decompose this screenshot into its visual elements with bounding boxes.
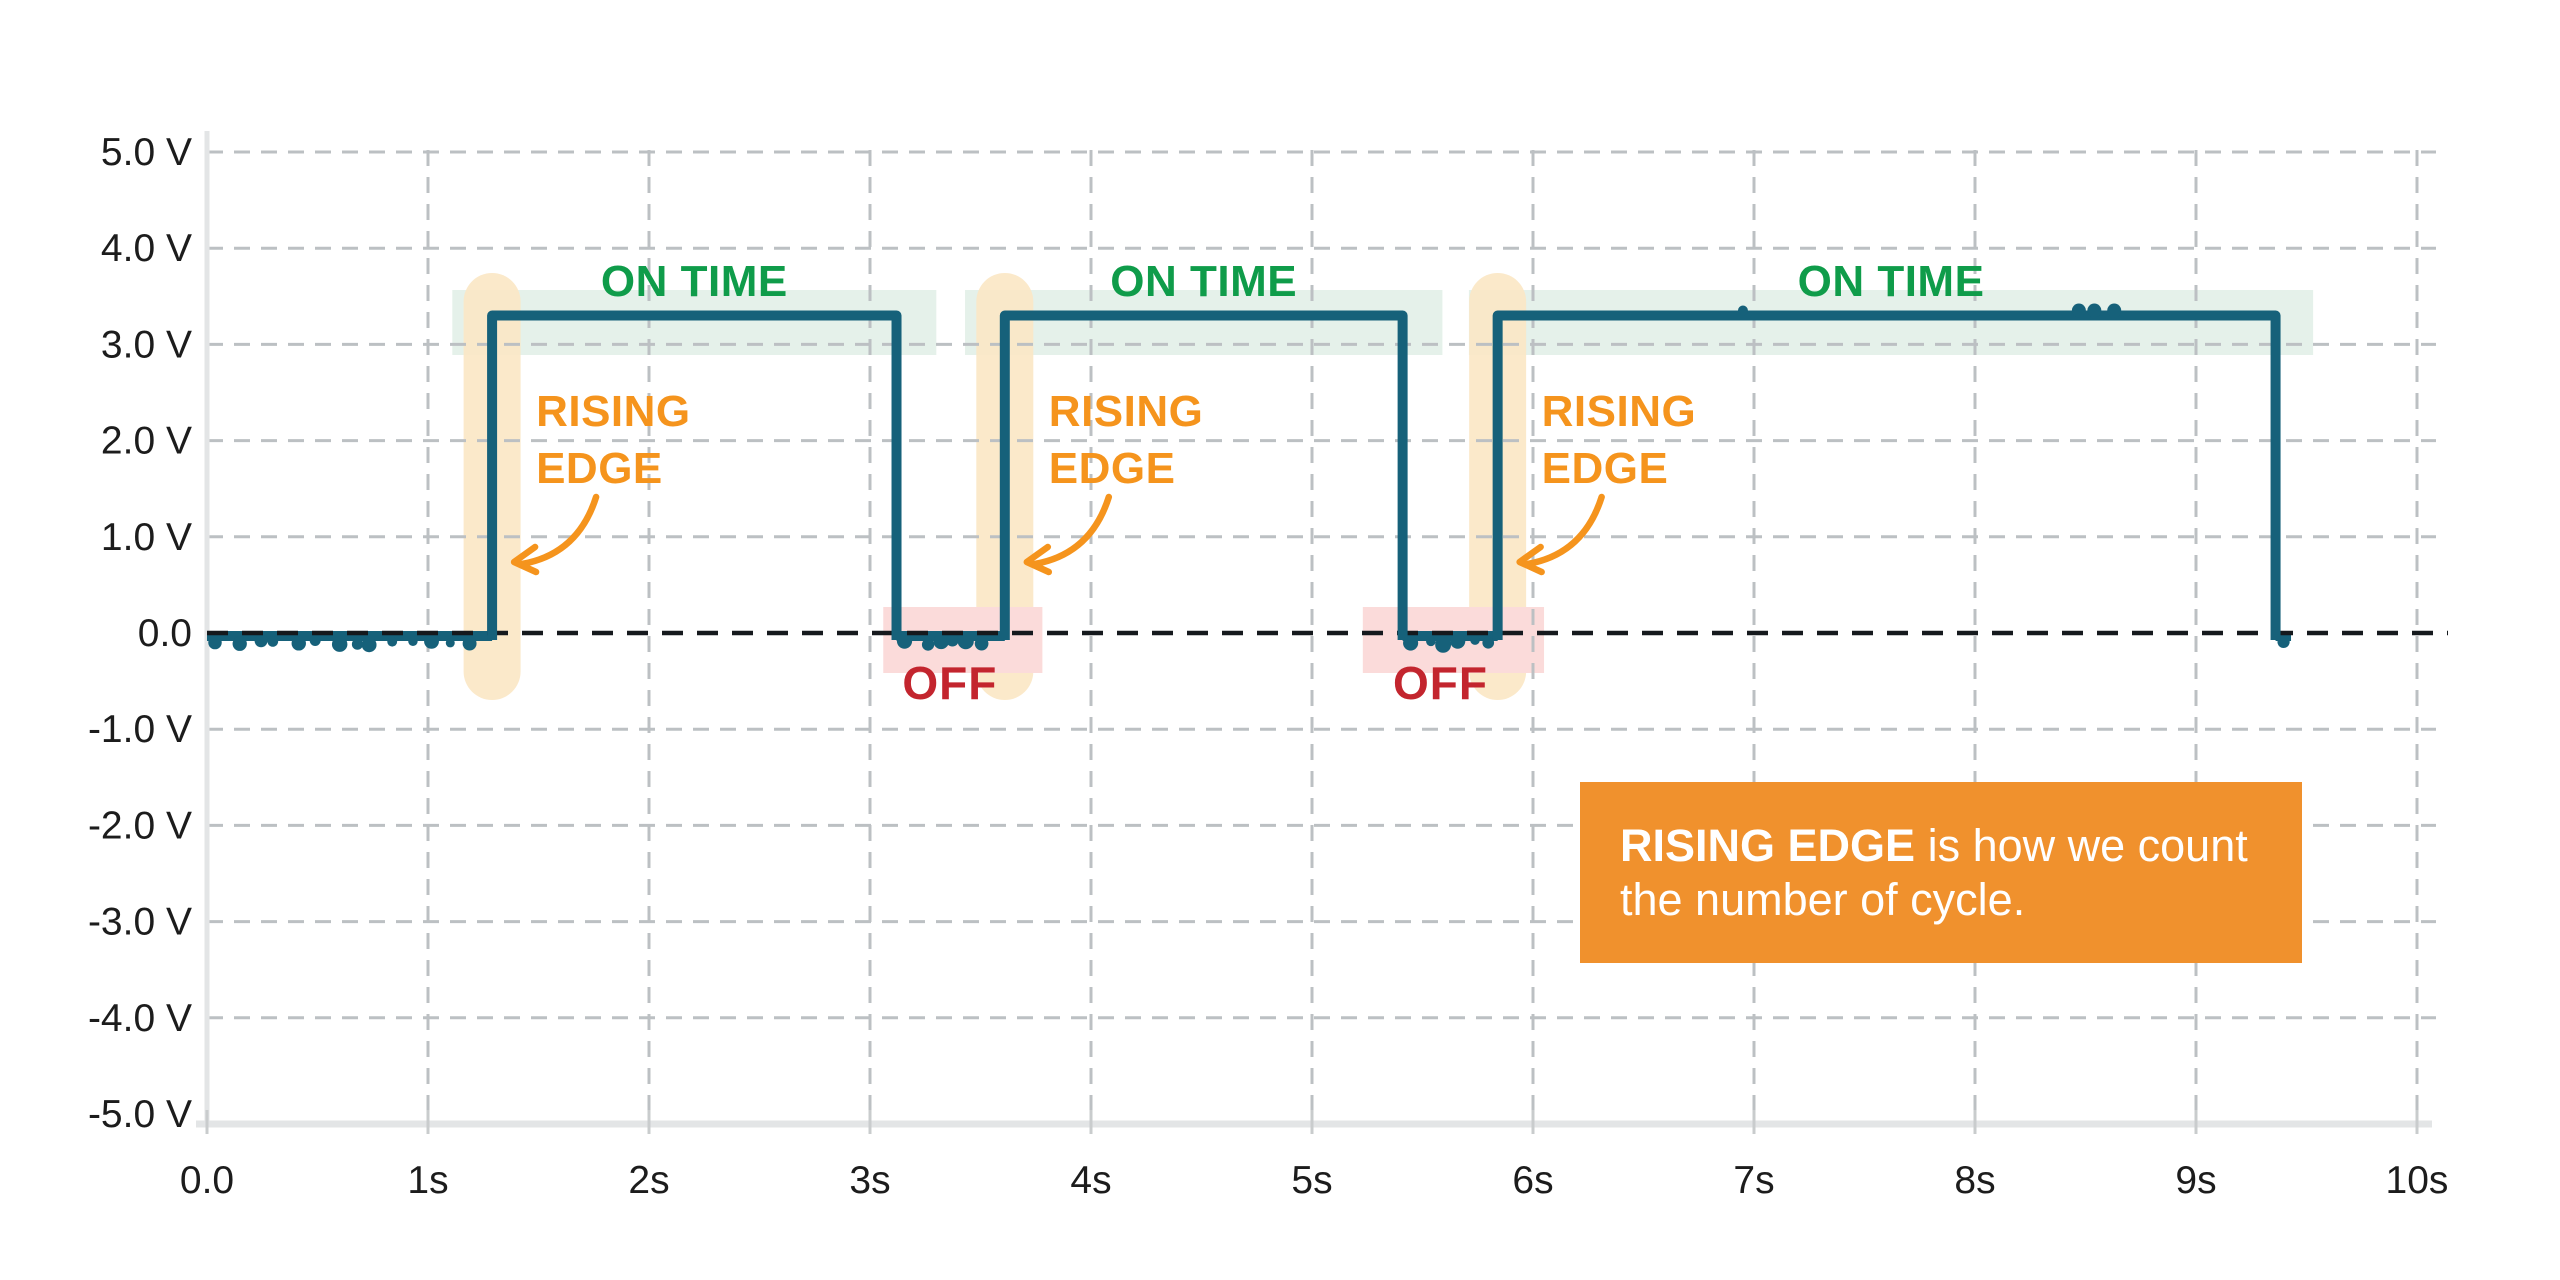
x-tick-label: 8s [1954, 1159, 1995, 1202]
y-tick-label: 2.0 V [101, 420, 192, 463]
off-label: OFF [902, 657, 997, 709]
signal-pulse [487, 310, 902, 640]
arrowhead-icon [1516, 543, 1545, 576]
signal-pulse [999, 310, 1408, 640]
signal-high-blip [1737, 305, 1748, 316]
y-tick-label: -3.0 V [88, 901, 192, 944]
signal-noise-blob [1482, 636, 1495, 649]
signal-noise-blob [921, 638, 935, 651]
on-time-label: ON TIME [1798, 257, 1985, 306]
signal-noise-blob [424, 633, 439, 649]
y-tick-label: 5.0 V [101, 131, 192, 174]
signal-noise-blob [946, 633, 959, 647]
signal-noise-blob [408, 636, 418, 647]
rising-edge-label-line1: RISING [536, 387, 691, 436]
info-line2: the number of cycle. [1620, 873, 2026, 925]
rising-edge-arrow [1031, 493, 1113, 568]
x-tick-label: 9s [2175, 1159, 2216, 1202]
info-callout: RISING EDGE is how we count the number o… [1580, 782, 2302, 963]
rising-edge-label-line1: RISING [1542, 387, 1697, 436]
x-tick-label: 2s [628, 1159, 669, 1202]
signal-noise-blob [331, 636, 348, 652]
rising-edge-arrow [1524, 493, 1605, 568]
signal-noise-blob [1470, 635, 1480, 645]
x-tick-label: 5s [1291, 1159, 1332, 1202]
x-tick-label: 3s [849, 1159, 890, 1202]
rising-edge-label-line2: EDGE [1542, 444, 1669, 493]
signal-noise-blob [462, 636, 477, 651]
axis-label-layer: 5.0 V 4.0 V 3.0 V 2.0 V 1.0 V 0.0 -1.0 V -2.0 V… [88, 131, 2449, 1202]
signal-high-blip [2071, 303, 2086, 318]
x-tick-label: 6s [1512, 1159, 1553, 1202]
y-tick-label: -5.0 V [88, 1093, 192, 1136]
on-time-label: ON TIME [601, 257, 788, 306]
signal-noise-blob [445, 638, 455, 648]
signal-noise-blob [208, 635, 222, 650]
info-rest: is how we count [1915, 819, 2248, 871]
axes-layer [196, 131, 2432, 1134]
signal-noise-blob [387, 636, 398, 647]
y-tick-label: 4.0 V [101, 227, 192, 270]
x-tick-label: 0.0 [180, 1159, 234, 1202]
y-tick-label: 0.0 [138, 612, 192, 655]
annotation-layer: ON TIME ON TIME ON TIME RISING EDGE RISING EDG… [510, 257, 1985, 709]
signal-high-blip [2087, 303, 2102, 318]
y-tick-label: -1.0 V [88, 708, 192, 751]
signal-noise-blob [291, 636, 306, 651]
on-time-label: ON TIME [1110, 257, 1297, 306]
signal-noise-blob [1450, 633, 1466, 649]
x-tick-label: 10s [2386, 1159, 2449, 1202]
rising-edge-arrow [518, 493, 600, 568]
signal-noise-blob [957, 633, 974, 650]
arrowhead-icon [1023, 543, 1053, 576]
signal-noise-blob [351, 638, 364, 650]
info-line1: RISING EDGE is how we count [1620, 819, 2302, 873]
signal-noise-blob [1426, 636, 1436, 647]
info-highlight: RISING EDGE [1620, 819, 1916, 871]
signal-noise-blob [267, 636, 279, 647]
signal-high-blip [2107, 303, 2122, 318]
rising-edge-label-line2: EDGE [536, 444, 663, 493]
x-tick-label: 1s [407, 1159, 448, 1202]
rising-edge-label-line2: EDGE [1049, 444, 1176, 493]
off-label: OFF [1393, 657, 1488, 709]
signal-layer [487, 303, 2281, 640]
signal-pulse [1492, 310, 2281, 640]
x-tick-label: 7s [1733, 1159, 1774, 1202]
y-tick-label: -4.0 V [88, 997, 192, 1040]
signal-noise-blob [232, 636, 247, 651]
x-tick-label: 4s [1070, 1159, 1111, 1202]
highlight-layer [452, 273, 2314, 700]
arrowhead-icon [510, 543, 540, 576]
y-tick-label: 3.0 V [101, 323, 192, 366]
signal-noise-blob [1435, 636, 1452, 653]
signal-noise-blob [254, 634, 268, 648]
y-tick-label: -2.0 V [88, 804, 192, 847]
signal-noise-blob [974, 636, 989, 651]
signal-noise-blob [309, 635, 321, 646]
y-tick-label: 1.0 V [101, 516, 192, 559]
signal-noise-blob [933, 633, 949, 650]
signal-noise-blob [361, 637, 377, 653]
rising-edge-label-line1: RISING [1049, 387, 1204, 436]
